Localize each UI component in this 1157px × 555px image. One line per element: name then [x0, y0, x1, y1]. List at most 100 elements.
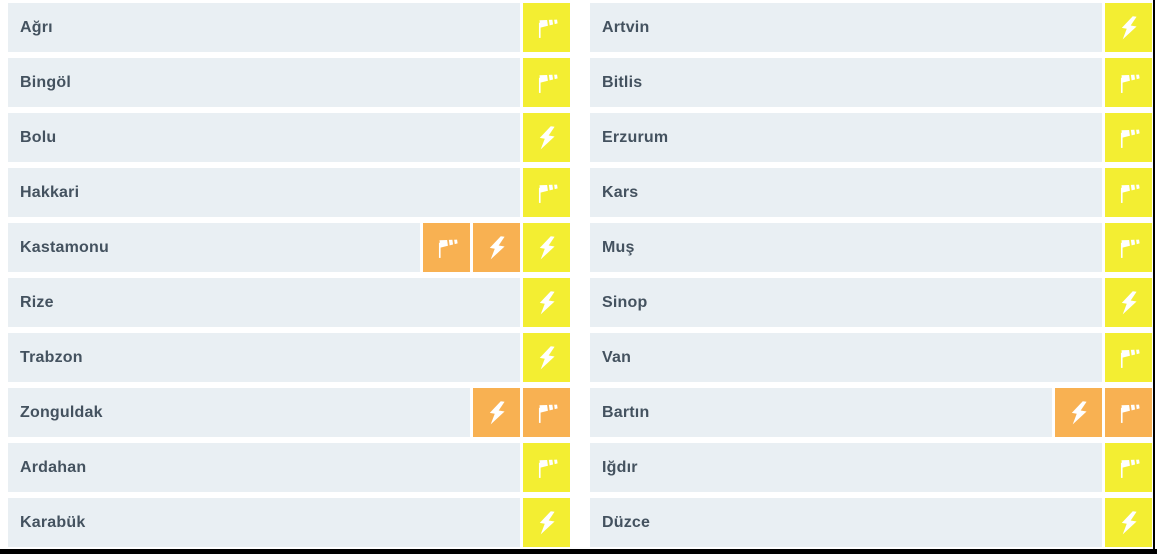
- thunderstorm-warning-icon[interactable]: [523, 278, 570, 327]
- province-name-bar[interactable]: Artvin: [590, 3, 1102, 52]
- warnings-column-2: Artvin Bitlis Erzurum Kars Muş Sinop Van: [590, 3, 1152, 547]
- province-row[interactable]: Sinop: [590, 278, 1152, 327]
- province-name: Trabzon: [20, 348, 83, 366]
- thunderstorm-warning-icon[interactable]: [1105, 3, 1152, 52]
- wind-warning-icon[interactable]: [523, 443, 570, 492]
- province-row[interactable]: Hakkari: [8, 168, 570, 217]
- province-row[interactable]: Trabzon: [8, 333, 570, 382]
- province-row[interactable]: Ağrı: [8, 3, 570, 52]
- province-row[interactable]: Kars: [590, 168, 1152, 217]
- windsock-glyph: [533, 179, 561, 207]
- thunderstorm-warning-icon[interactable]: [523, 498, 570, 547]
- wind-warning-icon[interactable]: [1105, 333, 1152, 382]
- province-row[interactable]: Erzurum: [590, 113, 1152, 162]
- windsock-glyph: [1115, 124, 1143, 152]
- province-name: Karabük: [20, 513, 86, 531]
- thunderstorm-warning-icon[interactable]: [523, 333, 570, 382]
- windsock-glyph: [1115, 179, 1143, 207]
- province-name-bar[interactable]: Trabzon: [8, 333, 520, 382]
- lightning-glyph: [533, 344, 561, 372]
- province-name: Rize: [20, 293, 54, 311]
- windsock-glyph: [1115, 454, 1143, 482]
- province-name: Bolu: [20, 128, 57, 146]
- province-row[interactable]: Artvin: [590, 3, 1152, 52]
- province-name: Ardahan: [20, 458, 87, 476]
- province-name-bar[interactable]: Van: [590, 333, 1102, 382]
- windsock-glyph: [533, 69, 561, 97]
- lightning-glyph: [483, 234, 511, 262]
- province-row[interactable]: Van: [590, 333, 1152, 382]
- province-name: Zonguldak: [20, 403, 103, 421]
- province-row[interactable]: Düzce: [590, 498, 1152, 547]
- province-name-bar[interactable]: Erzurum: [590, 113, 1102, 162]
- wind-warning-icon[interactable]: [523, 388, 570, 437]
- thunderstorm-warning-icon[interactable]: [523, 223, 570, 272]
- warnings-column-1: Ağrı Bingöl Bolu Hakkari Kastamonu Rize …: [8, 3, 570, 547]
- province-row[interactable]: Iğdır: [590, 443, 1152, 492]
- province-row[interactable]: Rize: [8, 278, 570, 327]
- wind-warning-icon[interactable]: [1105, 223, 1152, 272]
- wind-warning-icon[interactable]: [1105, 113, 1152, 162]
- province-row[interactable]: Bingöl: [8, 58, 570, 107]
- province-name: Erzurum: [602, 128, 669, 146]
- lightning-glyph: [533, 124, 561, 152]
- windsock-glyph: [533, 454, 561, 482]
- province-name: Sinop: [602, 293, 648, 311]
- province-name-bar[interactable]: Ağrı: [8, 3, 520, 52]
- province-row[interactable]: Karabük: [8, 498, 570, 547]
- windsock-glyph: [1115, 399, 1143, 427]
- province-name-bar[interactable]: Bitlis: [590, 58, 1102, 107]
- thunderstorm-warning-icon[interactable]: [523, 113, 570, 162]
- province-row[interactable]: Kastamonu: [8, 223, 570, 272]
- province-name-bar[interactable]: Kars: [590, 168, 1102, 217]
- wind-warning-icon[interactable]: [523, 3, 570, 52]
- wind-warning-icon[interactable]: [1105, 388, 1152, 437]
- windsock-glyph: [1115, 234, 1143, 262]
- lightning-glyph: [1115, 509, 1143, 537]
- province-row[interactable]: Bartın: [590, 388, 1152, 437]
- province-row[interactable]: Zonguldak: [8, 388, 570, 437]
- province-name-bar[interactable]: Zonguldak: [8, 388, 470, 437]
- windsock-glyph: [433, 234, 461, 262]
- thunderstorm-warning-icon[interactable]: [473, 223, 520, 272]
- wind-warning-icon[interactable]: [423, 223, 470, 272]
- province-name-bar[interactable]: Kastamonu: [8, 223, 420, 272]
- thunderstorm-warning-icon[interactable]: [473, 388, 520, 437]
- thunderstorm-warning-icon[interactable]: [1055, 388, 1102, 437]
- province-name-bar[interactable]: Iğdır: [590, 443, 1102, 492]
- wind-warning-icon[interactable]: [523, 168, 570, 217]
- province-row[interactable]: Bolu: [8, 113, 570, 162]
- province-name-bar[interactable]: Ardahan: [8, 443, 520, 492]
- lightning-glyph: [1115, 289, 1143, 317]
- province-name-bar[interactable]: Sinop: [590, 278, 1102, 327]
- province-name: Van: [602, 348, 632, 366]
- province-name-bar[interactable]: Rize: [8, 278, 520, 327]
- windsock-glyph: [1115, 344, 1143, 372]
- province-name-bar[interactable]: Karabük: [8, 498, 520, 547]
- province-name-bar[interactable]: Düzce: [590, 498, 1102, 547]
- windsock-glyph: [533, 399, 561, 427]
- lightning-glyph: [533, 234, 561, 262]
- wind-warning-icon[interactable]: [1105, 168, 1152, 217]
- lightning-glyph: [1115, 14, 1143, 42]
- thunderstorm-warning-icon[interactable]: [1105, 498, 1152, 547]
- windsock-glyph: [1115, 69, 1143, 97]
- province-name-bar[interactable]: Bolu: [8, 113, 520, 162]
- province-name-bar[interactable]: Hakkari: [8, 168, 520, 217]
- province-name-bar[interactable]: Bingöl: [8, 58, 520, 107]
- province-name: Kastamonu: [20, 238, 109, 256]
- province-row[interactable]: Ardahan: [8, 443, 570, 492]
- province-name-bar[interactable]: Bartın: [590, 388, 1052, 437]
- wind-warning-icon[interactable]: [1105, 58, 1152, 107]
- thunderstorm-warning-icon[interactable]: [1105, 278, 1152, 327]
- wind-warning-icon[interactable]: [1105, 443, 1152, 492]
- wind-warning-icon[interactable]: [523, 58, 570, 107]
- province-name: Iğdır: [602, 458, 638, 476]
- province-name-bar[interactable]: Muş: [590, 223, 1102, 272]
- province-name: Ağrı: [20, 18, 53, 36]
- province-row[interactable]: Muş: [590, 223, 1152, 272]
- province-name: Kars: [602, 183, 639, 201]
- province-name: Bitlis: [602, 73, 643, 91]
- province-row[interactable]: Bitlis: [590, 58, 1152, 107]
